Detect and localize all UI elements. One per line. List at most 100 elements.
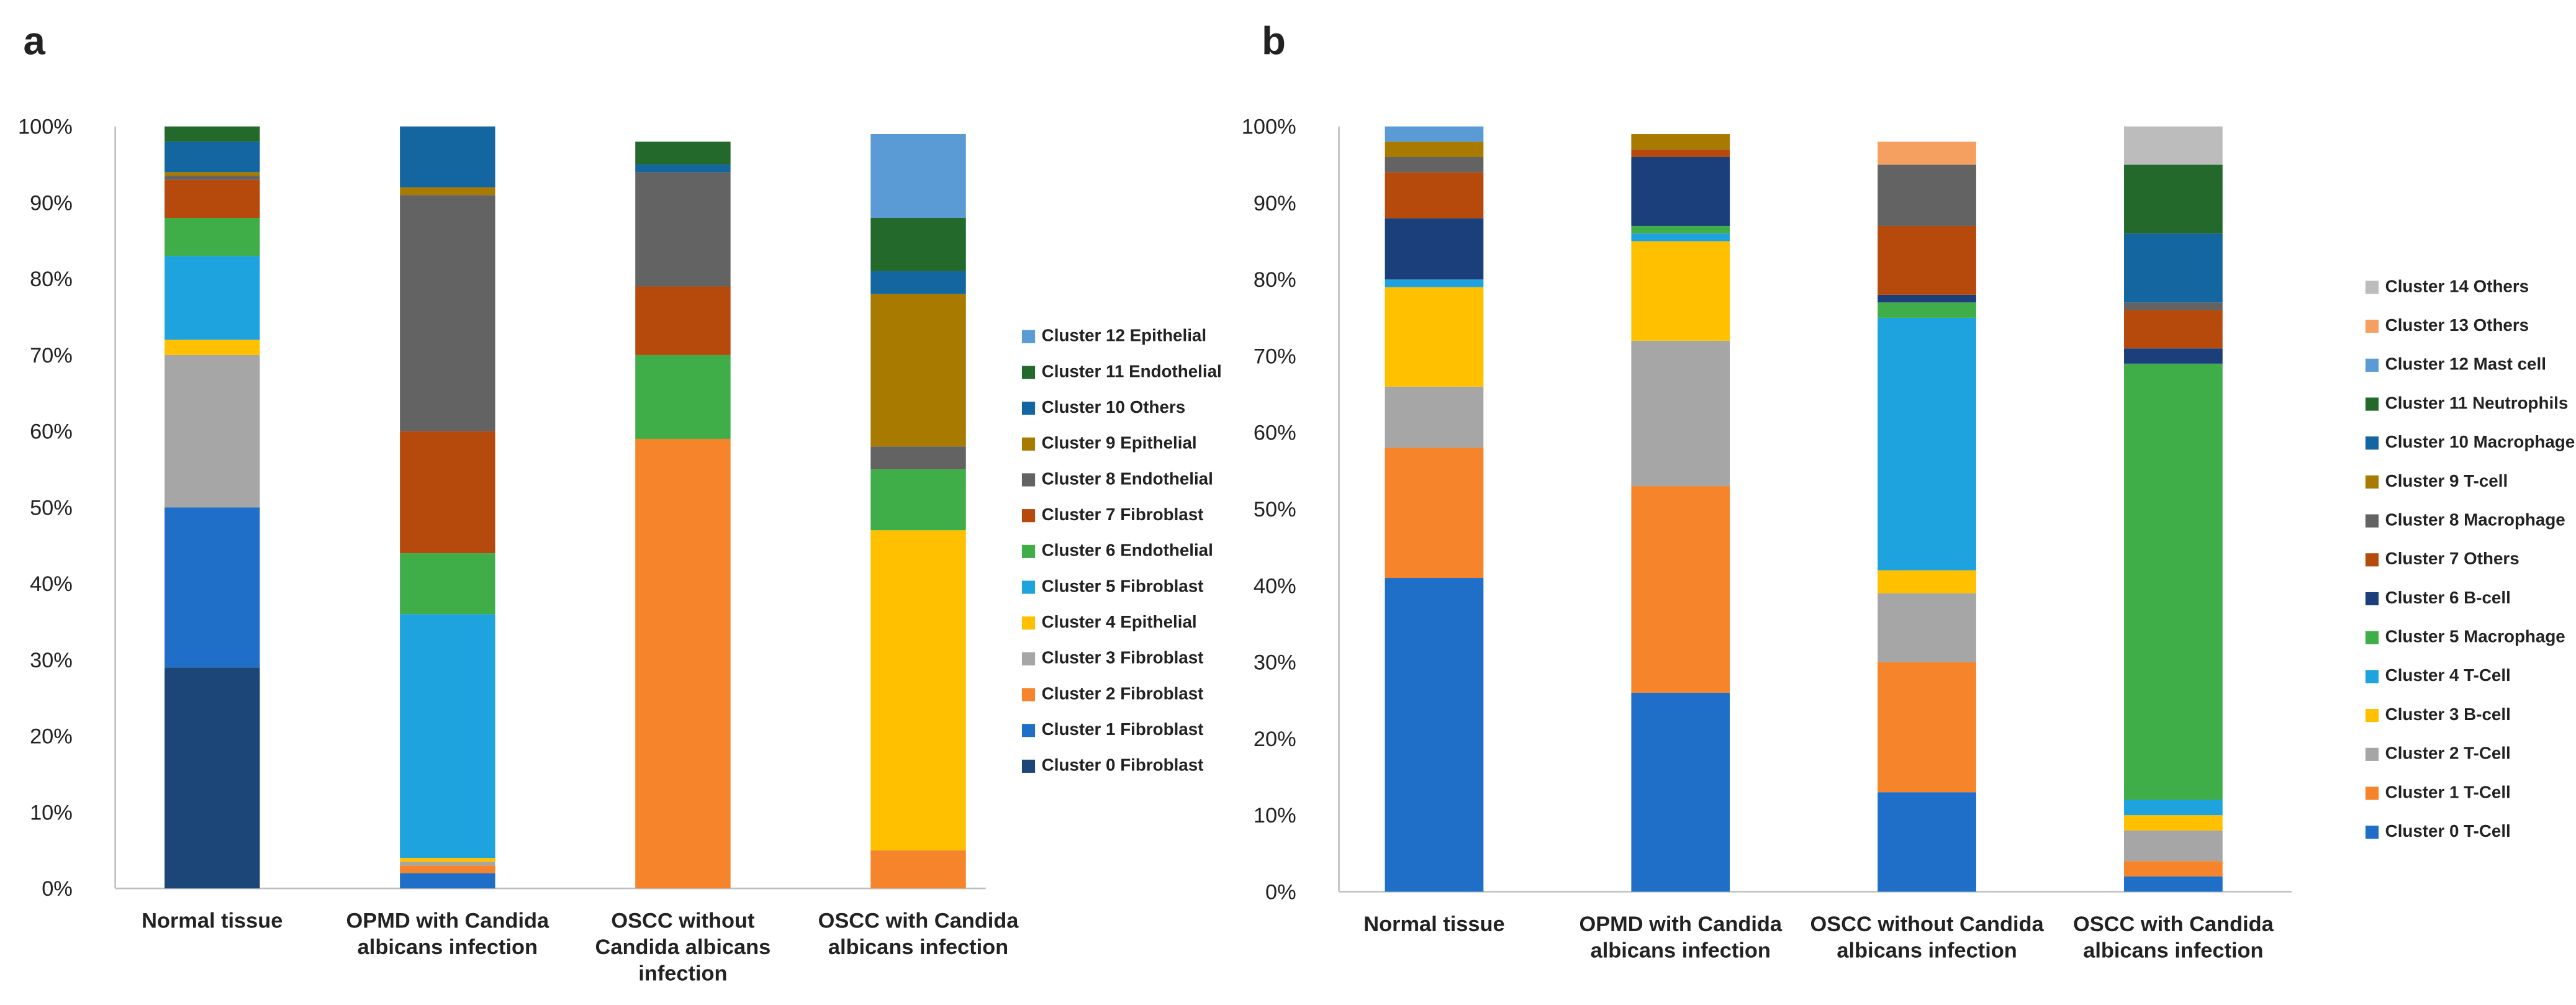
bar-segment: [1631, 692, 1730, 892]
legend-label: Cluster 10 Macrophage: [2385, 432, 2575, 451]
x-tick-label: OSCC without Candida albicans infection: [595, 909, 771, 986]
legend-label: Cluster 11 Neutrophils: [2385, 393, 2569, 412]
bar-segment: [400, 858, 495, 862]
bar-segment: [1385, 126, 1484, 142]
bar-segment: [165, 340, 260, 355]
legend-swatch: [2365, 592, 2379, 606]
legend-swatch: [1021, 580, 1036, 594]
legend-label: Cluster 12 Epithelial: [1042, 326, 1206, 345]
bar-segment: [2124, 830, 2223, 862]
bar-segment: [1631, 157, 1730, 226]
bar-segment: [165, 142, 260, 173]
panel-label: a: [24, 19, 46, 63]
x-tick-label: Normal tissue: [142, 909, 282, 933]
y-tick-label: 90%: [1254, 192, 1296, 215]
bar-segment: [165, 256, 260, 340]
legend-swatch: [2365, 631, 2379, 644]
legend-swatch: [1021, 330, 1036, 343]
bar-segment: [870, 446, 966, 470]
bar-segment: [1631, 225, 1730, 234]
y-tick-label: 0%: [1265, 880, 1296, 904]
legend-label: Cluster 2 Fibroblast: [1042, 683, 1204, 703]
bar-segment: [1878, 662, 1976, 793]
legend-label: Cluster 7 Others: [2385, 549, 2520, 568]
bar-segment: [165, 172, 260, 176]
legend-label: Cluster 3 B-cell: [2385, 705, 2511, 724]
bar-segment: [165, 176, 260, 180]
legend-label: Cluster 3 Fibroblast: [1042, 648, 1204, 667]
y-tick-label: 70%: [30, 344, 73, 367]
bar-segment: [1631, 134, 1730, 150]
bar-segment: [400, 187, 495, 196]
bar-segment: [1385, 172, 1484, 219]
bar-segment: [870, 294, 966, 447]
bar-segment: [2124, 126, 2223, 165]
legend-swatch: [2365, 358, 2379, 372]
bar-segment: [1878, 164, 1976, 226]
y-tick-label: 30%: [1254, 651, 1296, 675]
bar-segment: [2124, 876, 2223, 892]
bar-segment: [1385, 157, 1484, 173]
legend-label: Cluster 0 Fibroblast: [1042, 755, 1204, 775]
y-tick-label: 10%: [30, 801, 73, 824]
legend-swatch: [2365, 747, 2379, 761]
bar-segment: [1878, 792, 1976, 892]
legend-label: Cluster 4 Epithelial: [1042, 612, 1197, 631]
bar-segment: [1631, 233, 1730, 241]
bar-segment: [1878, 593, 1976, 662]
bar-segment: [2124, 815, 2223, 831]
legend-label: Cluster 11 Endothelial: [1042, 361, 1222, 381]
legend-swatch: [2365, 514, 2379, 528]
bar-segment: [1385, 279, 1484, 287]
bar-segment: [635, 142, 731, 165]
y-tick-label: 100%: [1242, 115, 1296, 139]
y-tick-label: 80%: [30, 268, 73, 291]
y-tick-label: 40%: [30, 572, 73, 596]
legend-label: Cluster 4 T-Cell: [2385, 665, 2511, 685]
legend-swatch: [1021, 473, 1036, 487]
bar-segment: [2124, 302, 2223, 310]
bar-segment: [2124, 164, 2223, 234]
legend-swatch: [1021, 759, 1036, 773]
legend-swatch: [1021, 544, 1036, 558]
bar-segment: [2124, 363, 2223, 800]
legend-swatch: [2365, 475, 2379, 489]
legend-swatch: [1021, 437, 1036, 451]
bar-segment: [165, 354, 260, 508]
bar-segment: [165, 126, 260, 142]
legend-swatch: [2365, 670, 2379, 683]
bar-segment: [400, 431, 495, 554]
legend-swatch: [2365, 709, 2379, 723]
y-tick-label: 50%: [1254, 498, 1296, 521]
legend-swatch: [1021, 402, 1036, 415]
bar-segment: [400, 195, 495, 431]
bar-segment: [400, 873, 495, 889]
legend-label: Cluster 1 Fibroblast: [1042, 719, 1204, 739]
legend-swatch: [2365, 320, 2379, 333]
y-tick-label: 20%: [1254, 728, 1296, 751]
legend-label: Cluster 6 Endothelial: [1042, 541, 1213, 560]
y-tick-label: 90%: [30, 191, 73, 215]
bar-segment: [870, 530, 966, 850]
bar-segment: [870, 850, 966, 889]
legend-swatch: [1021, 616, 1036, 630]
bar-segment: [870, 271, 966, 294]
y-tick-label: 10%: [1254, 804, 1296, 827]
legend-swatch: [2365, 281, 2379, 294]
legend-label: Cluster 14 Others: [2385, 276, 2529, 295]
bar-segment: [1878, 570, 1976, 593]
bar-segment: [2124, 310, 2223, 349]
y-tick-label: 60%: [1254, 421, 1296, 445]
x-tick-label: OSCC without Candida albicans infection: [1810, 913, 2044, 962]
legend-label: Cluster 8 Endothelial: [1042, 469, 1213, 488]
legend-swatch: [2365, 826, 2379, 839]
bar-segment: [1385, 287, 1484, 387]
bar-segment: [870, 469, 966, 531]
bar-segment: [2124, 233, 2223, 303]
bar-segment: [1631, 241, 1730, 341]
legend-swatch: [1021, 366, 1036, 379]
legend-label: Cluster 2 T-Cell: [2385, 744, 2511, 763]
x-tick-label: OPMD with Candida albicans infection: [346, 909, 549, 959]
legend-swatch: [2365, 786, 2379, 800]
